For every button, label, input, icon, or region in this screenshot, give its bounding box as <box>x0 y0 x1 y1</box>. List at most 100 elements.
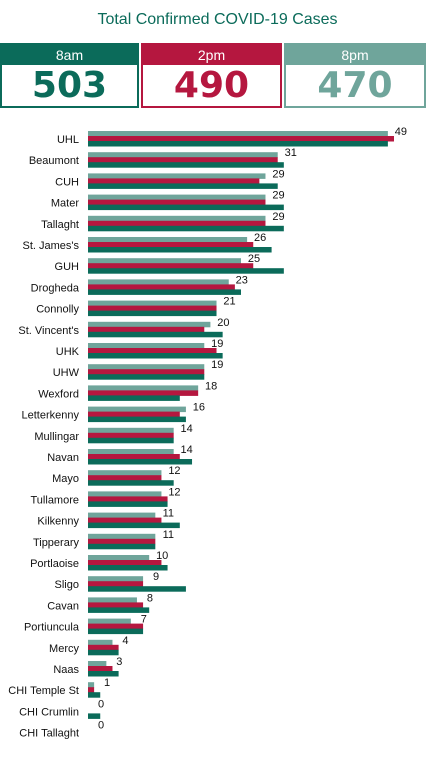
category-label-tipperary: Tipperary <box>33 537 80 549</box>
bar-8pm-navan <box>88 449 174 455</box>
value-label-st-vincent-s: 20 <box>217 317 229 329</box>
category-label-letterkenny: Letterkenny <box>22 410 80 422</box>
bar-2pm-sligo <box>88 581 144 587</box>
summary-8am-card: 8am 503 <box>0 43 139 108</box>
value-label-cavan: 8 <box>147 592 153 604</box>
bar-2pm-guh <box>88 263 254 269</box>
value-label-tullamore: 12 <box>168 486 180 498</box>
bar-2pm-kilkenny <box>88 517 162 524</box>
bar-8pm-letterkenny <box>88 406 186 413</box>
bar-2pm-connolly <box>88 305 217 312</box>
value-label-navan: 14 <box>181 444 193 456</box>
value-label-st-james-s: 26 <box>254 232 266 244</box>
category-label-beaumont: Beaumont <box>29 155 79 167</box>
category-label-chi-tallaght: CHI Tallaght <box>19 728 79 740</box>
bar-8am-portiuncula <box>88 628 144 635</box>
value-label-connolly: 21 <box>223 296 235 308</box>
value-label-tipperary: 11 <box>163 529 174 541</box>
bar-8pm-mullingar <box>88 427 174 434</box>
bar-8am-guh <box>88 268 284 274</box>
category-label-tallaght: Tallaght <box>41 219 79 231</box>
value-label-chi-crumlin: 0 <box>98 698 104 710</box>
bar-2pm-beaumont <box>88 157 278 163</box>
category-label-tullamore: Tullamore <box>31 494 80 506</box>
bar-8pm-drogheda <box>88 279 229 285</box>
bar-8pm-uhw <box>88 364 205 370</box>
category-label-naas: Naas <box>53 664 79 676</box>
bar-8am-uhw <box>88 374 205 380</box>
value-label-uhl: 49 <box>395 126 407 138</box>
bar-8am-chi-temple-st <box>88 692 101 698</box>
value-label-mercy: 4 <box>122 635 128 647</box>
bar-8pm-kilkenny <box>88 512 156 519</box>
bar-2pm-navan <box>88 454 180 460</box>
category-label-mayo: Mayo <box>52 473 79 485</box>
category-label-wexford: Wexford <box>38 388 79 400</box>
value-label-sligo: 9 <box>153 571 159 583</box>
bar-8am-uhk <box>88 353 223 359</box>
bar-8pm-cavan <box>88 597 137 603</box>
bar-2pm-portlaoise <box>88 560 162 566</box>
bar-8pm-naas <box>88 661 107 667</box>
bar-8am-chi-crumlin <box>88 713 101 719</box>
value-label-portlaoise: 10 <box>156 550 168 562</box>
bar-2pm-st-vincent-s <box>88 326 205 333</box>
bar-8am-letterkenny <box>88 416 186 423</box>
bar-2pm-chi-temple-st <box>88 687 95 693</box>
bar-8am-wexford <box>88 395 180 401</box>
bar-8am-cavan <box>88 607 150 613</box>
bar-8am-kilkenny <box>88 522 180 529</box>
bar-8pm-chi-temple-st <box>88 682 95 688</box>
value-label-drogheda: 23 <box>236 274 248 286</box>
category-label-cuh: CUH <box>55 176 79 188</box>
value-label-chi-tallaght: 0 <box>98 720 104 732</box>
bar-8am-tallaght <box>88 225 284 232</box>
bar-8pm-sligo <box>88 576 144 582</box>
value-label-beaumont: 31 <box>285 147 297 159</box>
bar-2pm-letterkenny <box>88 411 180 418</box>
bar-2pm-cuh <box>88 178 260 184</box>
category-label-st-james-s: St. James's <box>22 240 79 252</box>
category-label-uhw: UHW <box>53 367 80 379</box>
bar-2pm-uhk <box>88 348 217 354</box>
value-label-letterkenny: 16 <box>193 402 205 414</box>
summary-8pm-value: 470 <box>317 65 393 106</box>
bar-8pm-uhl <box>88 131 388 137</box>
summary-2pm-value: 490 <box>173 65 250 106</box>
category-label-navan: Navan <box>47 452 79 464</box>
value-label-cuh: 29 <box>272 168 284 180</box>
bar-8am-mullingar <box>88 437 174 444</box>
summary-8pm-label: 8pm <box>286 45 424 65</box>
value-label-mullingar: 14 <box>181 423 193 435</box>
bar-2pm-portiuncula <box>88 623 144 630</box>
bar-8pm-mater <box>88 194 266 201</box>
bar-8am-connolly <box>88 310 217 317</box>
summary-8am-label: 8am <box>2 45 137 65</box>
bar-2pm-uhl <box>88 136 394 142</box>
bar-8am-mater <box>88 204 284 211</box>
bar-8pm-guh <box>88 258 241 264</box>
bar-8am-mercy <box>88 649 119 656</box>
summary-8am-value: 503 <box>31 65 108 106</box>
bar-8pm-cuh <box>88 173 266 179</box>
category-label-guh: GUH <box>55 261 80 273</box>
category-label-portlaoise: Portlaoise <box>30 558 79 570</box>
bar-2pm-tipperary <box>88 538 156 545</box>
bar-8am-st-vincent-s <box>88 331 223 338</box>
bar-2pm-st-james-s <box>88 242 254 248</box>
bar-8pm-st-james-s <box>88 237 248 243</box>
value-label-tallaght: 29 <box>272 211 284 223</box>
category-label-kilkenny: Kilkenny <box>37 516 79 528</box>
bar-8am-cuh <box>88 183 278 189</box>
bar-2pm-tallaght <box>88 220 266 227</box>
bar-8pm-uhk <box>88 343 205 349</box>
category-label-chi-temple-st: CHI Temple St <box>8 685 79 697</box>
bar-8am-uhl <box>88 141 388 147</box>
bar-8am-beaumont <box>88 162 284 168</box>
bar-2pm-drogheda <box>88 284 235 290</box>
category-label-st-vincent-s: St. Vincent's <box>18 325 79 337</box>
bar-2pm-cavan <box>88 602 144 608</box>
bar-2pm-uhw <box>88 369 205 375</box>
bar-2pm-mercy <box>88 644 119 651</box>
hospital-bar-chart: UHL49Beaumont31CUH29Mater29Tallaght29St.… <box>8 126 407 740</box>
